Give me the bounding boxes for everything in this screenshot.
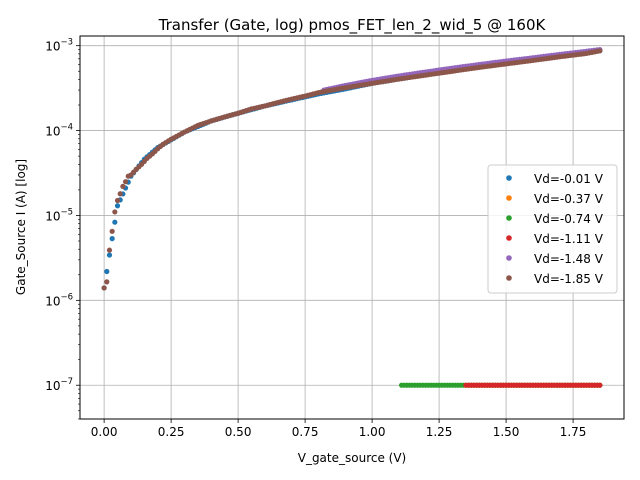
y-tick-exponent: −7 [60,377,73,387]
y-tick-base: 10 [45,294,60,308]
legend-box [487,164,618,294]
series-3 [463,382,603,388]
y-tick-exponent: −3 [60,38,73,48]
legend-marker [506,235,512,241]
y-tick-exponent: −6 [60,292,73,302]
y-tick-exponent: −4 [60,123,73,133]
data-point [117,191,123,197]
y-tick-exponent: −5 [60,207,73,217]
data-point [104,268,110,275]
data-point [101,285,107,291]
legend-marker [506,195,512,201]
legend-marker [506,215,512,221]
data-point [106,252,113,258]
y-tick-label: 10−3 [45,38,73,54]
y-tick-label: 10−6 [45,292,73,308]
x-tick-label: 1.00 [359,425,386,439]
chart-title: Transfer (Gate, log) pmos_FET_len_2_wid_… [158,16,547,35]
data-point [114,197,121,204]
data-point [109,236,115,242]
data-point [112,209,118,215]
legend-label: Vd=-0.37 V [534,192,604,206]
y-tick-base: 10 [45,209,60,223]
x-tick-label: 1.50 [493,425,520,439]
data-point [104,279,110,285]
legend-label: Vd=-0.01 V [534,172,604,186]
data-points [101,46,603,388]
y-tick-base: 10 [45,40,60,54]
y-tick-label: 10−4 [45,123,73,139]
x-tick-label: 0.50 [225,425,252,439]
x-tick-label: 0.75 [292,425,319,439]
legend-label: Vd=-1.85 V [534,272,604,286]
x-tick-label: 0.00 [91,425,118,439]
x-tick-label: 1.75 [560,425,587,439]
y-tick-label: 10−5 [45,207,73,223]
data-point [597,382,603,388]
legend-marker [506,255,512,261]
data-point [109,228,115,234]
x-axis-label: V_gate_source (V) [298,451,407,465]
data-point [112,219,118,225]
legend-label: Vd=-1.48 V [534,252,604,266]
plot-frame [79,35,625,420]
y-tick-base: 10 [45,125,60,139]
legend-label: Vd=-0.74 V [534,212,604,226]
y-tick-label: 10−7 [45,377,73,393]
x-axis: 0.00 0.25 0.50 0.75 1.00 1.25 1.50 1.75 [91,419,587,439]
legend-label: Vd=-1.11 V [534,232,604,246]
data-point [597,48,603,54]
data-point [106,247,113,253]
series-5 [101,48,603,291]
y-axis-label: Gate_Source I (A) [log] [14,159,28,295]
data-point [122,179,129,185]
x-tick-label: 0.25 [158,425,185,439]
x-tick-label: 1.25 [426,425,453,439]
legend-marker [506,175,512,181]
y-tick-base: 10 [45,379,60,393]
data-point [114,203,121,209]
legend-marker [506,275,512,281]
y-axis: 10−710−610−510−410−3 [45,38,80,420]
data-point [120,183,126,189]
legend: Vd=-0.01 V Vd=-0.37 V Vd=-0.74 V Vd=-1.11 V… [487,164,618,294]
